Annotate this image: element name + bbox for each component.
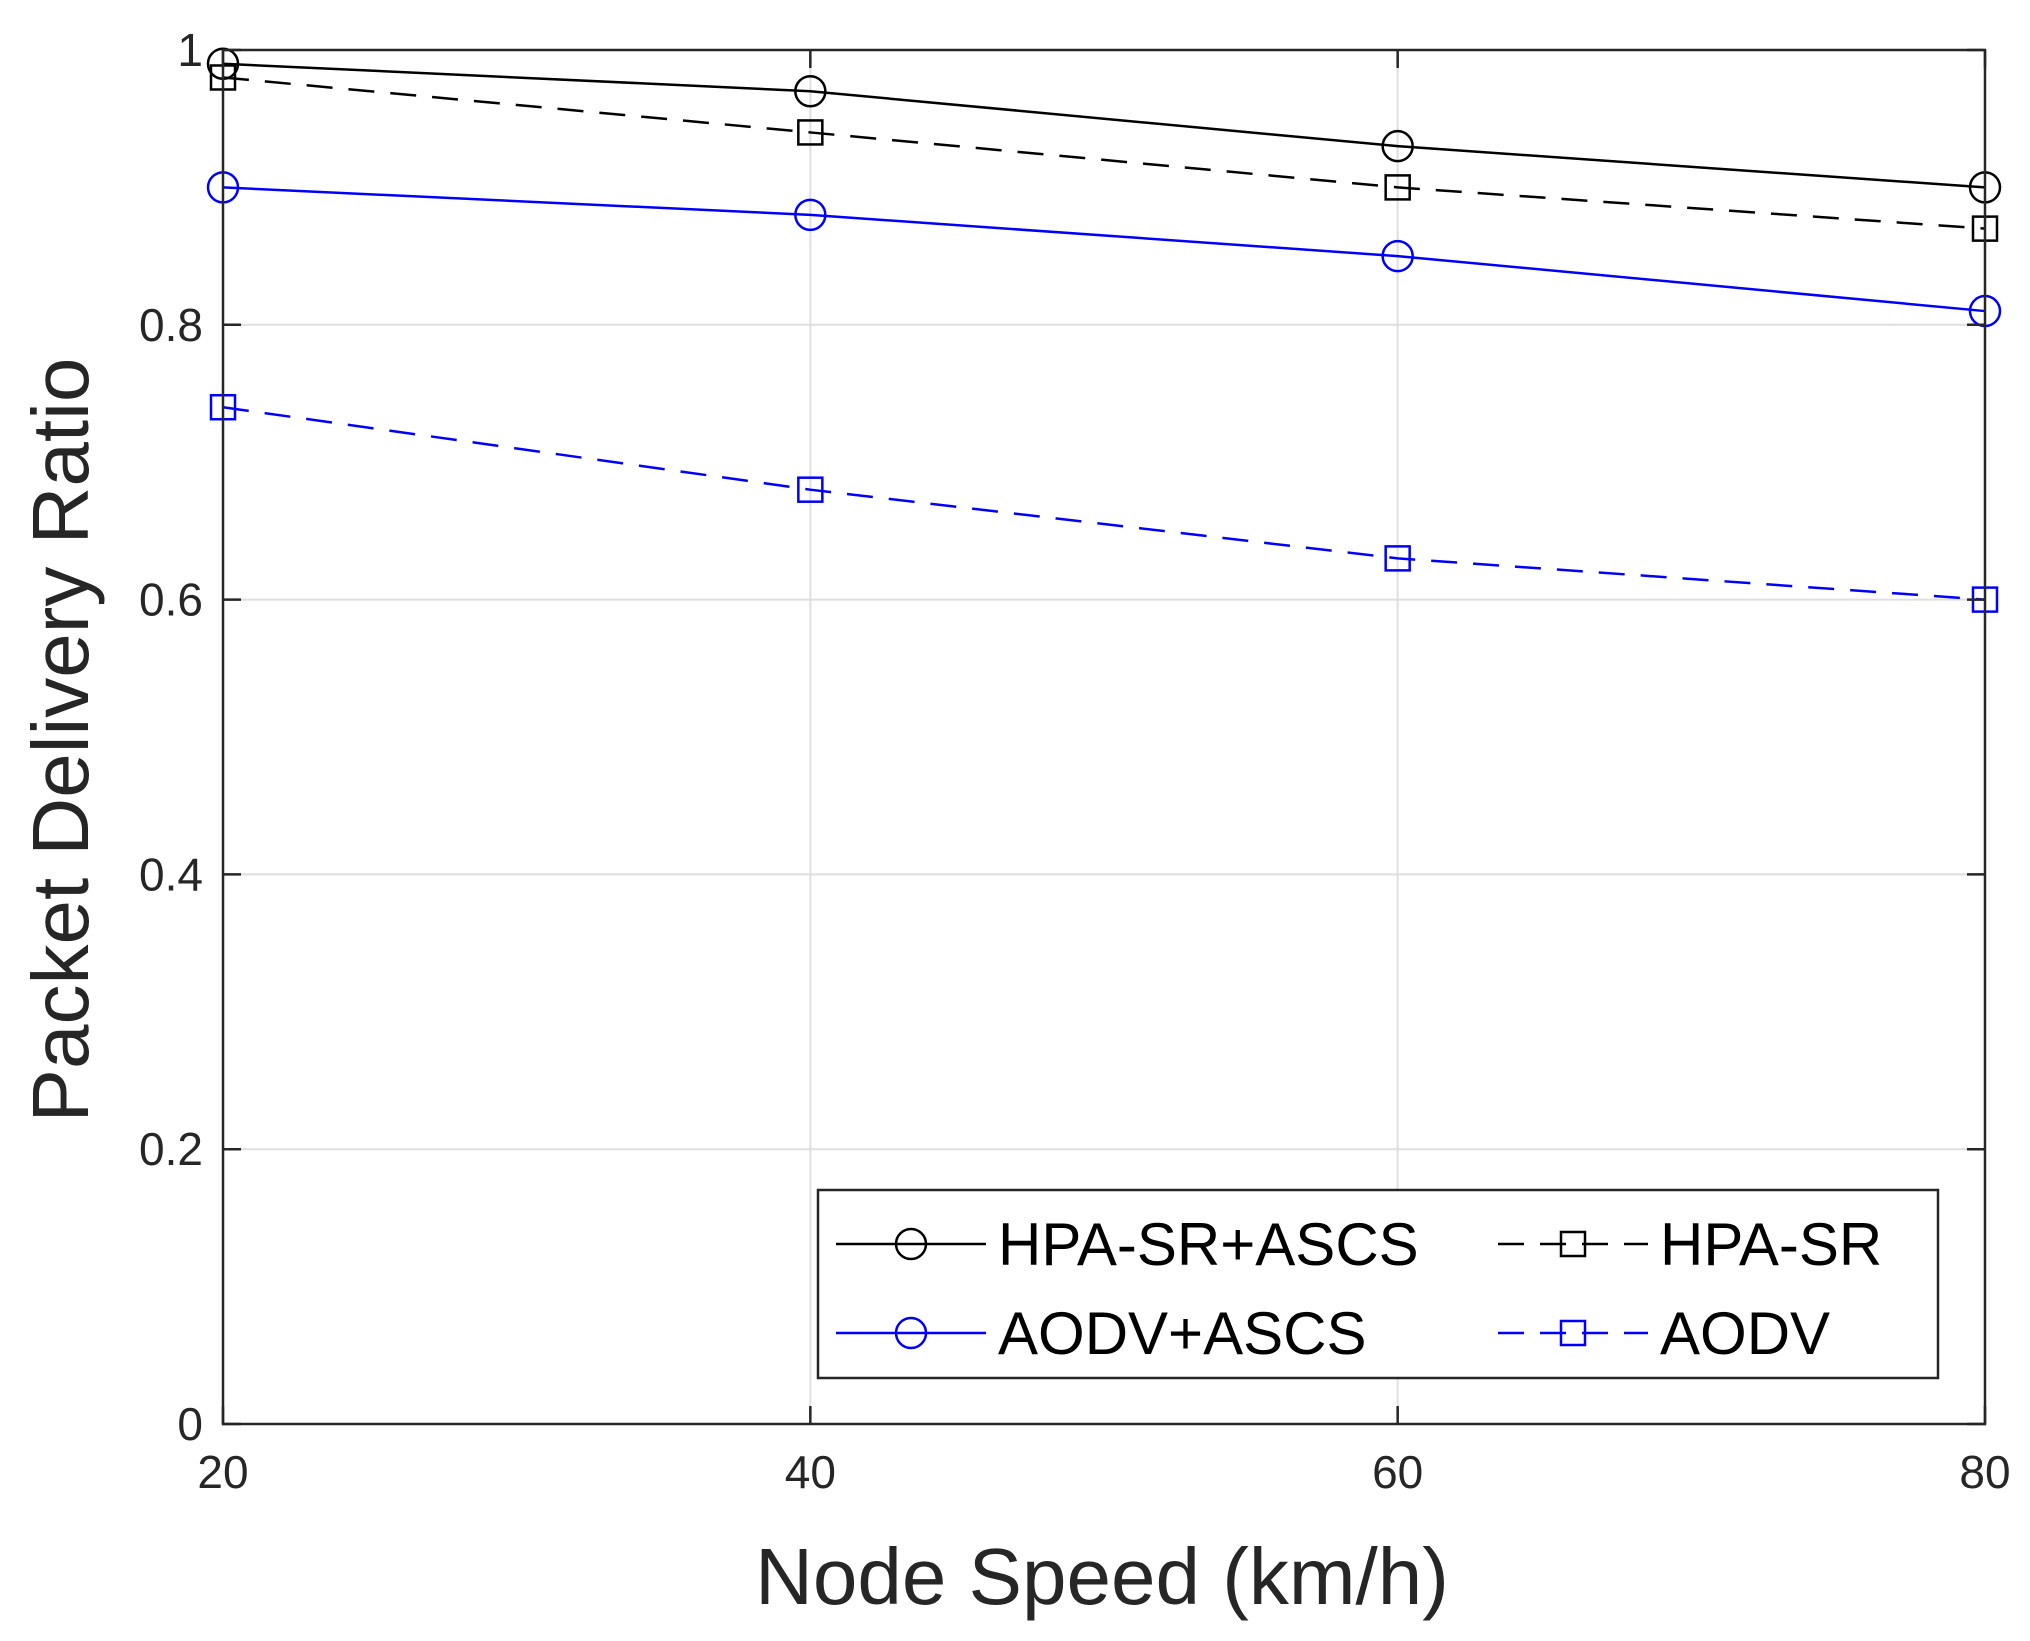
legend-label: AODV+ASCS	[998, 1300, 1366, 1367]
legend-marker	[894, 1316, 928, 1350]
tick-labels: 20 40 60 80 0 0.2 0.4 0.6 0.8 1	[139, 24, 2011, 1498]
series-line-hpa-sr	[222, 76, 1986, 230]
series-line-aodv-ascs	[222, 186, 1986, 313]
legend-marker	[1559, 1319, 1587, 1347]
y-tick-label: 0.2	[139, 1123, 203, 1175]
data-point-aodv	[797, 476, 824, 503]
y-tick-label: 1	[177, 24, 203, 76]
legend-entry-aodv: AODV	[1498, 1300, 1830, 1367]
legend-box	[816, 1188, 1940, 1380]
data-point-hpa-sr	[797, 119, 824, 146]
legend-entry-aodv-ascs: AODV+ASCS	[836, 1300, 1366, 1367]
data-point-aodv-ascs	[1381, 239, 1414, 273]
series-line-aodv	[222, 406, 1986, 601]
data-point-aodv-ascs	[794, 198, 827, 232]
x-axis-title: Node Speed (km/h)	[755, 1532, 1449, 1621]
legend-label: HPA-SR+ASCS	[998, 1211, 1419, 1278]
data-point-hpa-sr-ascs	[794, 74, 827, 108]
legend-marker	[894, 1227, 928, 1261]
grid	[223, 50, 1985, 1424]
data-point-hpa-sr	[1384, 174, 1411, 201]
x-tick-label: 80	[1959, 1446, 2010, 1498]
y-tick-label: 0.6	[139, 574, 203, 626]
legend-entry-hpa-sr: HPA-SR	[1498, 1211, 1882, 1278]
legend-label: HPA-SR	[1660, 1211, 1882, 1278]
series-layer	[206, 47, 2002, 613]
legend-entry-hpa-sr-ascs: HPA-SR+ASCS	[836, 1211, 1419, 1278]
legend-marker	[1559, 1230, 1587, 1258]
y-tick-label: 0.8	[139, 299, 203, 351]
x-tick-label: 40	[785, 1446, 836, 1498]
x-tick-label: 60	[1372, 1446, 1423, 1498]
x-tick-label: 20	[197, 1446, 248, 1498]
plot-area-border	[221, 48, 1987, 1426]
data-point-aodv	[1384, 545, 1411, 572]
series-line-hpa-sr-ascs	[222, 62, 1986, 189]
legend: HPA-SR+ASCS HPA-SR AODV+ASCS AODV	[816, 1188, 1940, 1380]
y-tick-label: 0	[177, 1398, 203, 1450]
legend-label: AODV	[1660, 1300, 1830, 1367]
axes	[221, 48, 1987, 1426]
data-point-hpa-sr-ascs	[1381, 129, 1414, 163]
y-axis-title: Packet Delivery Ratio	[16, 358, 105, 1123]
y-tick-label: 0.4	[139, 848, 203, 900]
